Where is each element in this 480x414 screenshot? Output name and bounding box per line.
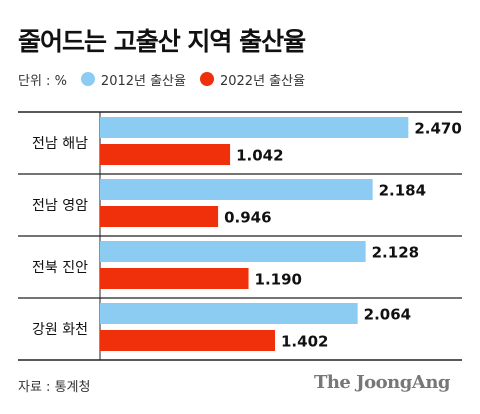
legend-label-2022: 2022년 출산율 [219, 73, 306, 89]
bar-2022 [100, 206, 219, 227]
legend-item-2022: 2022년 출산율 [199, 70, 306, 89]
data-label: 1.402 [281, 333, 328, 351]
category-label: 전남 영암 [32, 198, 88, 214]
brand-logo: The JoongAng [313, 372, 451, 393]
legend: 단위 : % 2012년 출산율 2022년 출산율 [18, 70, 319, 89]
category-label: 전남 해남 [32, 136, 88, 152]
bar-2012 [100, 117, 409, 138]
bar-2022 [100, 268, 249, 289]
data-label: 0.946 [224, 209, 271, 227]
unit-label: 단위 : % [18, 73, 67, 89]
bar-2022 [100, 330, 276, 351]
category-label: 전북 진안 [32, 260, 88, 276]
legend-label-2012: 2012년 출산율 [100, 73, 186, 89]
data-label: 2.064 [364, 306, 411, 324]
data-label: 2.184 [379, 182, 426, 200]
data-label: 1.042 [236, 147, 283, 165]
legend-swatch-2022 [199, 72, 214, 86]
legend-swatch-2012 [80, 72, 95, 86]
data-label: 2.128 [372, 244, 419, 262]
bar-2022 [100, 144, 231, 165]
bar-2012 [100, 241, 366, 262]
bar-2012 [100, 179, 373, 200]
bar-2012 [100, 303, 358, 324]
legend-item-2012: 2012년 출산율 [80, 70, 186, 89]
chart-title: 줄어드는 고출산 지역 출산율 [18, 27, 306, 56]
data-label: 1.190 [255, 271, 302, 289]
category-label: 강원 화천 [32, 322, 88, 338]
data-label: 2.470 [414, 120, 461, 138]
source-label: 자료 : 통계청 [18, 380, 91, 395]
